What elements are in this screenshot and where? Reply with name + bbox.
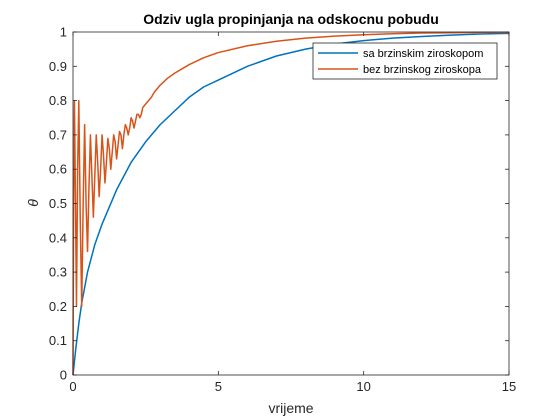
series-line-1 — [72, 32, 510, 376]
y-tick-label: 0.7 — [49, 127, 67, 142]
plot-area — [73, 32, 509, 375]
y-tick-label: 0.4 — [49, 230, 67, 245]
series-layer — [72, 31, 510, 376]
y-tick-label: 0.2 — [49, 299, 67, 314]
legend-label-series-2: bez brzinskog ziroskopa — [363, 64, 482, 76]
x-axis-label: vrijeme — [268, 400, 313, 416]
series-line-2 — [72, 31, 509, 376]
x-tick-label: 5 — [215, 379, 222, 394]
y-tick-label: 1 — [60, 25, 67, 40]
y-tick-label: 0.9 — [49, 59, 67, 74]
legend-label-series-1: sa brzinskim ziroskopom — [363, 48, 483, 60]
chart-title: Odziv ugla propinjanja na odskocnu pobud… — [143, 11, 439, 27]
y-tick-label: 0.6 — [49, 162, 67, 177]
x-tick-label: 0 — [69, 379, 76, 394]
y-axis-label: θ — [25, 199, 41, 207]
y-tick-label: 0.8 — [49, 93, 67, 108]
y-tick-label: 0.3 — [49, 265, 67, 280]
x-tick-label: 10 — [356, 379, 370, 394]
ticks-layer: 0 5 10 15 0 0.1 0.2 0.3 0.4 0.5 0.6 0.7 0.8 0.9 1 — [49, 25, 516, 395]
y-tick-label: 0 — [60, 368, 67, 383]
legend-box — [312, 42, 498, 80]
y-tick-label: 0.5 — [49, 196, 67, 211]
y-tick-label: 0.1 — [49, 333, 67, 348]
x-tick-label: 15 — [502, 379, 516, 394]
legend: sa brzinskim ziroskopom bez brzinskog zi… — [312, 42, 498, 80]
